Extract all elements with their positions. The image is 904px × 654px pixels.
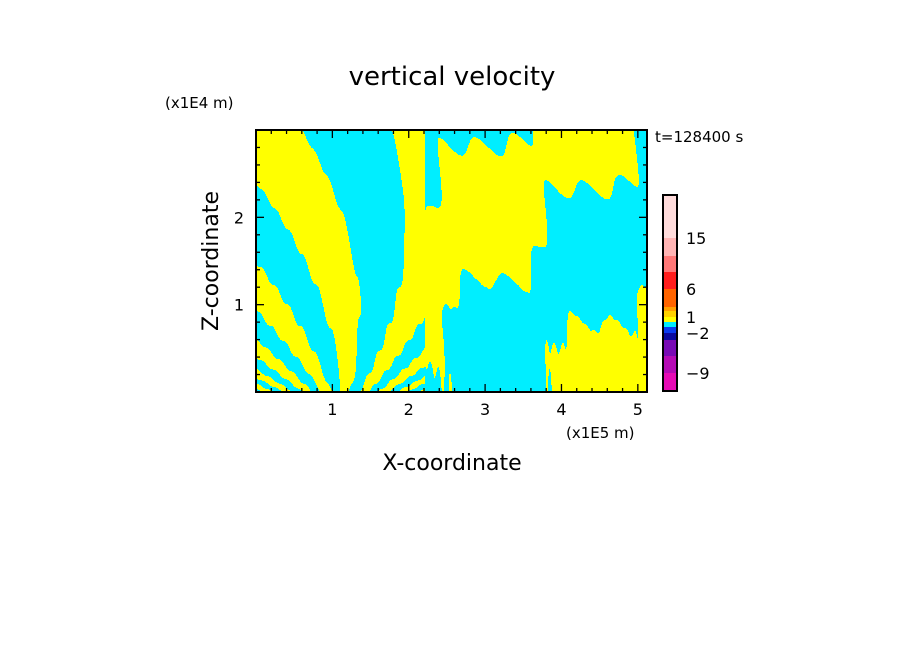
- colorbar-segment: [663, 333, 677, 340]
- colorbar-segment: [663, 322, 677, 327]
- colorbar-segment: [663, 238, 677, 256]
- colorbar-frame: [662, 194, 678, 392]
- colorbar-segment: [663, 340, 677, 356]
- x-tick-label: 3: [480, 400, 490, 419]
- time-label: t=128400 s: [655, 128, 743, 146]
- colorbar-segment: [663, 289, 677, 307]
- y-axis-label: Z-coordinate: [199, 191, 224, 331]
- contour-field: [256, 130, 647, 392]
- x-unit-label: (x1E5 m): [566, 424, 635, 442]
- colorbar-segment: [663, 373, 677, 391]
- y-tick-label: 1: [234, 296, 244, 315]
- colorbar-label: 6: [686, 280, 696, 299]
- colorbar-label: 1: [686, 308, 696, 327]
- colorbar-segment: [663, 272, 677, 289]
- colorbar-segment: [663, 311, 677, 317]
- colorbar-segment: [663, 307, 677, 311]
- plot-frame: [255, 129, 648, 393]
- x-tick-label: 4: [556, 400, 566, 419]
- colorbar-segment: [663, 356, 677, 373]
- chart-title: vertical velocity: [349, 62, 556, 92]
- colorbar-segment: [663, 195, 677, 238]
- colorbar-segment: [663, 256, 677, 272]
- colorbar-segment: [663, 317, 677, 322]
- y-unit-label: (x1E4 m): [165, 94, 234, 112]
- x-axis-label: X-coordinate: [382, 451, 521, 476]
- y-tick-label: 2: [234, 208, 244, 227]
- colorbar-label: −9: [686, 364, 710, 383]
- colorbar-segment: [663, 327, 677, 333]
- x-tick-label: 1: [327, 400, 337, 419]
- colorbar-label: −2: [686, 324, 710, 343]
- x-tick-label: 2: [404, 400, 414, 419]
- colorbar-label: 15: [686, 229, 706, 248]
- x-tick-label: 5: [633, 400, 643, 419]
